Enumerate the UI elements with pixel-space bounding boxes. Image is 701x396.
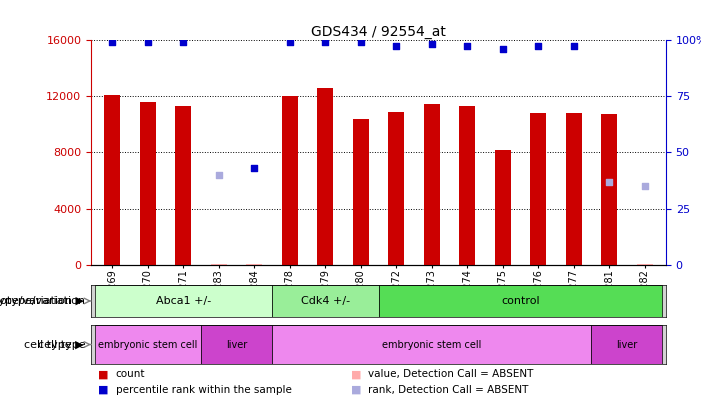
Text: percentile rank within the sample: percentile rank within the sample <box>116 385 292 395</box>
Bar <box>388 112 404 265</box>
Bar <box>201 325 272 364</box>
Bar <box>282 96 298 265</box>
Bar <box>246 264 262 265</box>
Bar <box>530 113 546 265</box>
Text: cell type: cell type <box>38 339 86 350</box>
Point <box>568 43 579 50</box>
Bar <box>424 105 440 265</box>
Point <box>426 41 437 47</box>
Text: Cdk4 +/-: Cdk4 +/- <box>301 296 350 306</box>
Text: genotype/variation ▶: genotype/variation ▶ <box>0 296 84 306</box>
Point <box>284 39 295 45</box>
Text: ■: ■ <box>350 385 361 395</box>
Bar <box>566 113 582 265</box>
Point <box>355 39 367 45</box>
Point <box>142 39 154 45</box>
Text: embryonic stem cell: embryonic stem cell <box>98 339 198 350</box>
Text: count: count <box>116 369 145 379</box>
Point <box>107 39 118 45</box>
Bar <box>104 95 121 265</box>
Bar <box>459 106 475 265</box>
Text: liver: liver <box>616 339 637 350</box>
Point <box>533 43 544 50</box>
Text: liver: liver <box>226 339 247 350</box>
Point <box>249 165 260 171</box>
Point <box>639 183 651 189</box>
Text: cell type ▶: cell type ▶ <box>25 339 84 350</box>
Bar <box>95 325 201 364</box>
Point <box>497 46 508 52</box>
Bar <box>272 325 592 364</box>
Bar <box>211 264 227 265</box>
Text: ■: ■ <box>98 369 109 379</box>
Text: ■: ■ <box>350 369 361 379</box>
Bar <box>601 114 617 265</box>
Text: rank, Detection Call = ABSENT: rank, Detection Call = ABSENT <box>368 385 529 395</box>
Bar <box>637 264 653 265</box>
Bar <box>175 106 191 265</box>
Point <box>390 43 402 50</box>
Point <box>213 172 224 178</box>
Point <box>320 39 331 45</box>
Text: control: control <box>501 296 540 306</box>
Text: embryonic stem cell: embryonic stem cell <box>382 339 482 350</box>
Bar <box>95 285 272 317</box>
Point <box>462 43 473 50</box>
Bar <box>379 285 662 317</box>
Bar <box>272 285 379 317</box>
Point <box>178 39 189 45</box>
Title: GDS434 / 92554_at: GDS434 / 92554_at <box>311 25 446 38</box>
Text: genotype/variation: genotype/variation <box>0 296 86 306</box>
Bar <box>318 88 333 265</box>
Text: ■: ■ <box>98 385 109 395</box>
Text: value, Detection Call = ABSENT: value, Detection Call = ABSENT <box>368 369 533 379</box>
Bar <box>353 118 369 265</box>
Bar <box>140 102 156 265</box>
Bar <box>592 325 662 364</box>
Text: Abca1 +/-: Abca1 +/- <box>156 296 211 306</box>
Bar <box>495 150 511 265</box>
Point <box>604 179 615 185</box>
